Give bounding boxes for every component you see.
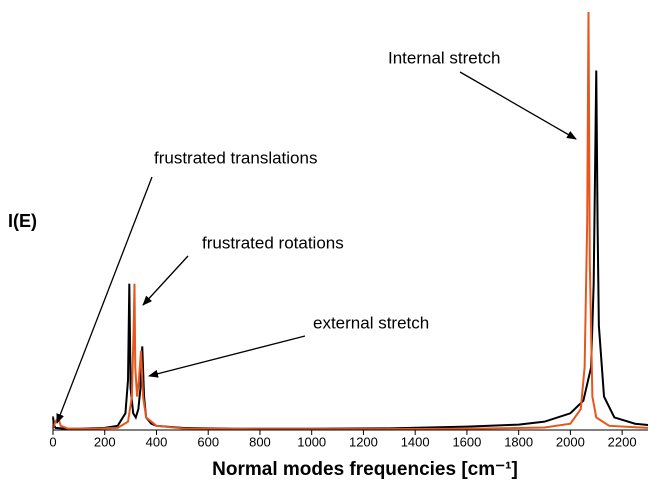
x-tick-label: 800	[249, 434, 271, 449]
x-tick-label: 1000	[297, 434, 326, 449]
arrow	[459, 71, 577, 140]
x-tick-label: 0	[49, 434, 56, 449]
x-tick-label: 2000	[556, 434, 585, 449]
x-tick-label: 400	[146, 434, 168, 449]
x-tick-label: 1600	[452, 434, 481, 449]
annotation: external stretch	[313, 313, 429, 332]
x-tick-label: 600	[197, 434, 219, 449]
arrow	[148, 335, 306, 378]
x-tick-label: 1800	[504, 434, 533, 449]
annotation: frustrated rotations	[202, 233, 344, 252]
y-axis-label: I(E)	[8, 211, 37, 231]
annotation: Internal stretch	[388, 48, 500, 67]
x-axis-label: Normal modes frequencies [cm⁻¹]	[212, 459, 518, 480]
annotation: frustrated translations	[154, 148, 317, 167]
x-tick-label: 2200	[608, 434, 637, 449]
x-tick-label: 1200	[349, 434, 378, 449]
arrow	[142, 255, 189, 306]
plot-area: 0 200 400 600 800 1000 1200 1400 1600 1800 2000 220…	[49, 11, 649, 449]
arrow	[56, 176, 153, 424]
x-tick-label: 1400	[401, 434, 430, 449]
x-tick-label: 200	[94, 434, 116, 449]
series-line	[52, 11, 649, 431]
